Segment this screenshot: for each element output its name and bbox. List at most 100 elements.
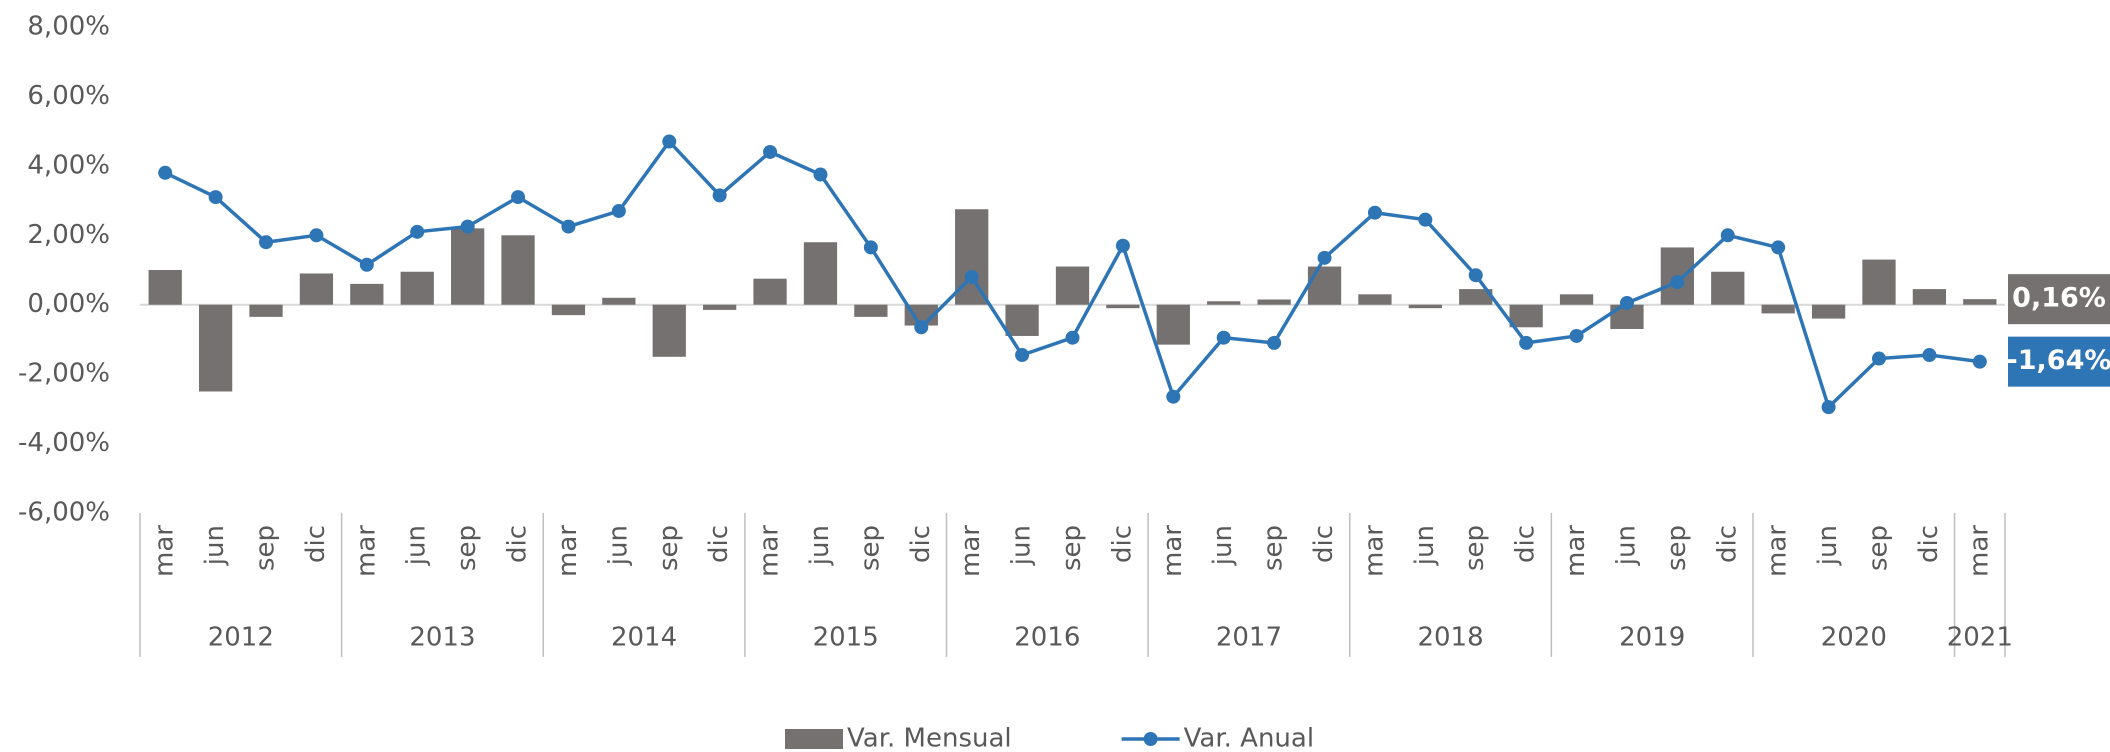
marker <box>460 219 475 234</box>
year-label: 2012 <box>208 623 274 653</box>
marker <box>662 134 677 149</box>
marker <box>1519 335 1534 350</box>
marker <box>1670 275 1685 290</box>
x-tick-label: sep <box>1662 525 1692 571</box>
y-tick-label: 4,00% <box>27 150 110 180</box>
x-tick-label: mar <box>956 525 986 577</box>
marker <box>1115 238 1130 253</box>
bar <box>1257 299 1291 305</box>
marker <box>1367 205 1382 220</box>
bar <box>400 271 434 305</box>
x-tick-label: mar <box>755 525 785 577</box>
marker <box>309 228 324 243</box>
x-tick-label: mar <box>351 525 381 577</box>
x-tick-label: sep <box>1863 525 1893 571</box>
marker <box>158 165 173 180</box>
bar <box>1761 304 1795 314</box>
marker <box>1821 400 1836 415</box>
x-tick-label: jun <box>1007 525 1037 566</box>
x-tick-label: jun <box>1208 525 1238 566</box>
end-label-box <box>2008 274 2110 325</box>
bar <box>652 304 686 357</box>
marker <box>561 219 576 234</box>
marker <box>1972 354 1987 369</box>
bar <box>1156 304 1190 345</box>
marker <box>813 167 828 182</box>
marker <box>712 188 727 203</box>
bar <box>803 242 838 305</box>
marker <box>208 190 223 205</box>
y-tick-label: 6,00% <box>27 81 110 111</box>
marker <box>611 203 626 218</box>
legend-label: Var. Mensual <box>847 724 1012 752</box>
marker <box>914 320 929 335</box>
bar <box>602 297 636 305</box>
marker <box>1468 268 1483 283</box>
bar <box>1862 259 1896 305</box>
marker <box>1871 351 1886 366</box>
year-label: 2017 <box>1216 623 1282 653</box>
year-label: 2018 <box>1417 623 1483 653</box>
x-tick-label: mar <box>1763 525 1793 577</box>
x-tick-label: jun <box>200 525 230 566</box>
x-tick-label: sep <box>1460 525 1490 571</box>
x-tick-label: jun <box>603 525 633 566</box>
bar <box>1509 304 1543 328</box>
bar <box>1963 299 1997 305</box>
end-label: -1,64% <box>2007 345 2110 376</box>
x-tick-label: dic <box>301 525 331 563</box>
bar <box>1711 271 1745 305</box>
x-tick-label: jun <box>402 525 432 566</box>
x-tick-label: dic <box>503 525 533 563</box>
year-label: 2014 <box>611 623 677 653</box>
x-tick-label: dic <box>1309 525 1339 563</box>
x-tick-label: dic <box>704 525 734 563</box>
marker <box>964 269 979 284</box>
y-tick-label: 2,00% <box>27 220 110 250</box>
marker <box>1015 348 1030 363</box>
y-tick-label: -2,00% <box>18 359 110 389</box>
x-tick-label: mar <box>1158 525 1188 577</box>
bar <box>148 270 182 305</box>
bar <box>1459 289 1493 305</box>
marker <box>1619 295 1634 310</box>
marker <box>863 240 878 255</box>
x-tick-label: mar <box>1359 525 1389 577</box>
bar <box>299 273 334 305</box>
x-tick-label: mar <box>1964 525 1994 577</box>
x-tick-label: sep <box>1259 525 1289 571</box>
x-tick-label: dic <box>1511 525 1541 563</box>
year-label: 2016 <box>1014 623 1080 653</box>
legend-marker <box>1143 732 1158 746</box>
marker <box>1922 348 1937 363</box>
y-tick-label: -4,00% <box>18 428 110 458</box>
x-tick-label: jun <box>805 525 835 566</box>
bar <box>1307 266 1342 305</box>
year-label: 2021 <box>1947 623 2013 653</box>
bar <box>501 235 535 305</box>
x-tick-label: jun <box>1611 525 1641 566</box>
x-tick-label: jun <box>1410 525 1440 566</box>
bar <box>703 304 737 310</box>
x-tick-label: dic <box>1712 525 1742 563</box>
marker <box>1166 389 1181 404</box>
legend-label: Var. Anual <box>1184 724 1314 752</box>
year-label: 2013 <box>409 623 475 653</box>
bar <box>1811 304 1846 319</box>
year-label: 2015 <box>813 623 879 653</box>
bar <box>1106 304 1140 309</box>
marker <box>511 190 526 205</box>
bar <box>451 228 485 305</box>
x-tick-label: sep <box>251 525 281 571</box>
x-tick-label: sep <box>654 525 684 571</box>
marker <box>1771 240 1786 255</box>
bar <box>1005 304 1039 336</box>
x-tick-label: sep <box>855 525 885 571</box>
x-tick-label: dic <box>1107 525 1137 563</box>
bar <box>854 304 888 317</box>
marker <box>1720 228 1735 243</box>
x-tick-label: mar <box>1561 525 1591 577</box>
year-label: 2019 <box>1619 623 1685 653</box>
bar <box>1055 266 1090 305</box>
bar <box>1912 289 1947 305</box>
